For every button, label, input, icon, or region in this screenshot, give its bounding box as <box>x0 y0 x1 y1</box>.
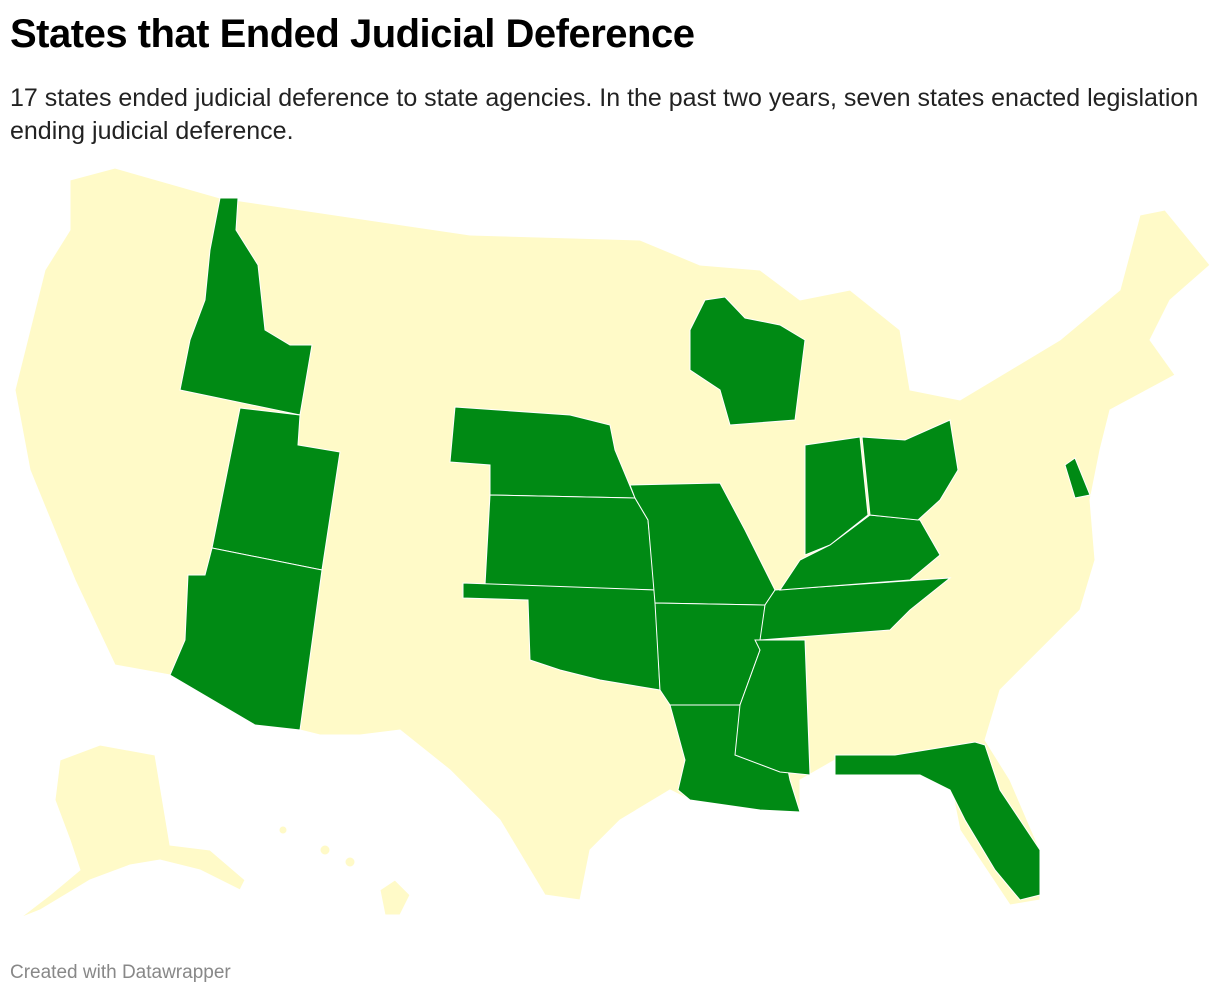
ohio <box>861 419 959 521</box>
alaska <box>19 744 246 919</box>
florida <box>834 741 1041 901</box>
arizona <box>169 547 323 731</box>
hawaii-island <box>278 825 288 835</box>
credit: Created with Datawrapper <box>10 962 231 983</box>
delaware <box>1064 457 1091 499</box>
hawaii <box>379 879 411 916</box>
idaho <box>179 197 313 416</box>
wisconsin <box>689 296 806 426</box>
map <box>14 167 1211 919</box>
description: 17 states ended judicial deference to st… <box>10 84 1199 145</box>
mississippi <box>734 639 811 776</box>
hawaii-island <box>319 844 331 856</box>
indiana <box>804 436 869 556</box>
hawaii-island <box>344 856 356 868</box>
tennessee <box>759 577 952 641</box>
title: States that Ended Judicial Deference <box>10 12 695 56</box>
kansas <box>484 494 656 591</box>
